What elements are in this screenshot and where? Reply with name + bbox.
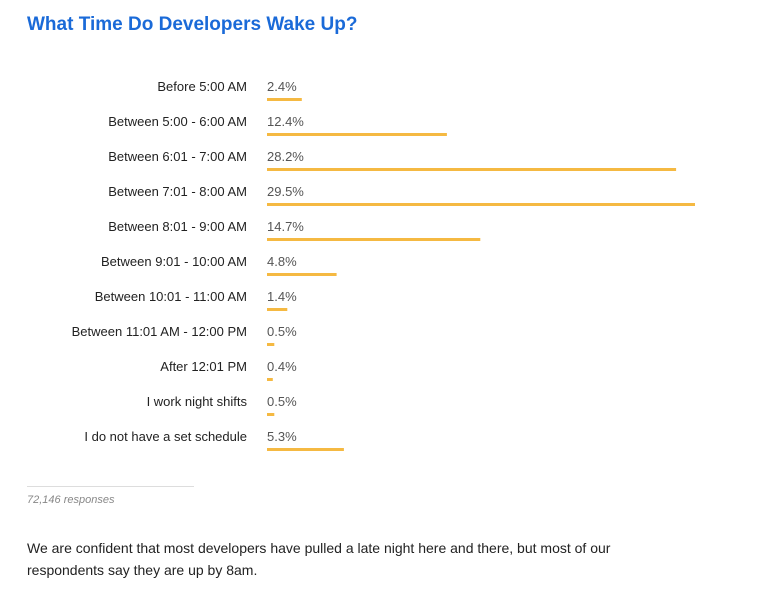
divider	[27, 486, 194, 487]
chart-title: What Time Do Developers Wake Up?	[27, 14, 358, 35]
bar	[267, 343, 275, 346]
category-label: I do not have a set schedule	[84, 429, 247, 444]
bar	[267, 238, 481, 241]
value-label: 0.4%	[267, 359, 297, 374]
value-label: 12.4%	[267, 114, 304, 129]
category-label: Between 11:01 AM - 12:00 PM	[72, 324, 247, 339]
value-label: 1.4%	[267, 289, 297, 304]
value-label: 29.5%	[267, 184, 304, 199]
bar	[267, 98, 302, 101]
category-label: Between 5:00 - 6:00 AM	[108, 114, 247, 129]
category-label: Between 10:01 - 11:00 AM	[95, 289, 247, 304]
value-label: 2.4%	[267, 79, 297, 94]
value-label: 0.5%	[267, 324, 297, 339]
value-label: 0.5%	[267, 394, 297, 409]
value-label: 5.3%	[267, 429, 297, 444]
bar	[267, 413, 275, 416]
value-label: 4.8%	[267, 254, 297, 269]
bar	[267, 203, 695, 206]
bar-chart: Before 5:00 AM 2.4% Between 5:00 - 6:00 AM…	[72, 79, 695, 451]
bar	[267, 308, 288, 311]
category-label: After 12:01 PM	[160, 359, 247, 374]
category-label: Between 6:01 - 7:00 AM	[108, 149, 247, 164]
response-count: 72,146 responses	[27, 494, 115, 506]
category-label: Between 9:01 - 10:00 AM	[101, 254, 247, 269]
category-label: Before 5:00 AM	[157, 79, 247, 94]
category-label: I work night shifts	[147, 394, 248, 409]
bar	[267, 273, 337, 276]
bar	[267, 448, 344, 451]
value-label: 14.7%	[267, 219, 304, 234]
category-label: Between 8:01 - 9:00 AM	[108, 219, 247, 234]
summary-note: We are confident that most developers ha…	[27, 540, 611, 578]
value-label: 28.2%	[267, 149, 304, 164]
bar	[267, 168, 677, 171]
bar	[267, 378, 273, 381]
category-label: Between 7:01 - 8:00 AM	[108, 184, 247, 199]
bar	[267, 133, 447, 136]
